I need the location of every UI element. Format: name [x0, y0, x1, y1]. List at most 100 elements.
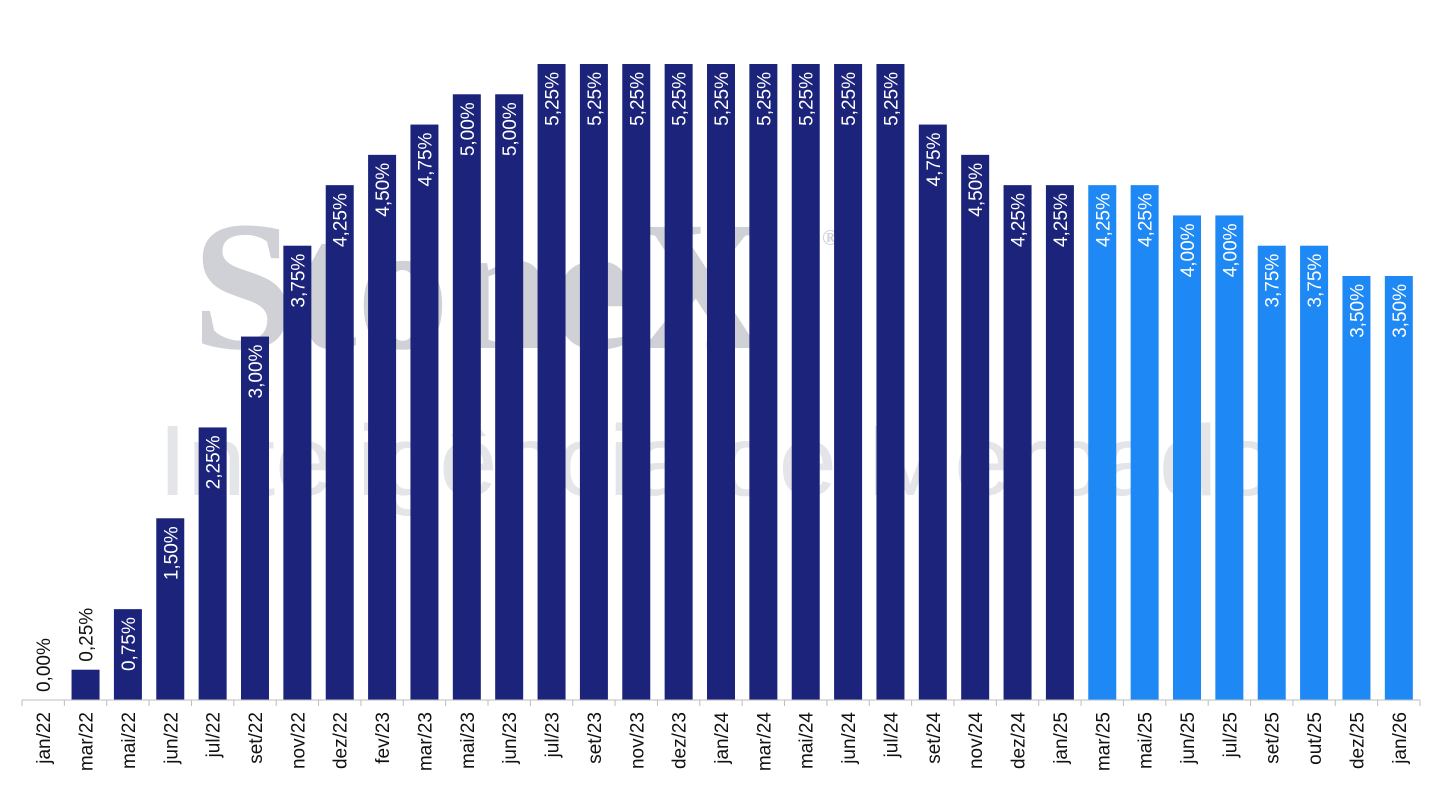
- data-label: 3,75%: [1305, 254, 1326, 308]
- data-label: 5,25%: [543, 72, 564, 126]
- data-label: 4,00%: [1220, 223, 1241, 277]
- x-axis-tick-label: mar/23: [415, 712, 436, 771]
- data-label: 0,75%: [119, 617, 140, 671]
- data-label: 5,00%: [458, 102, 479, 156]
- data-label: 5,25%: [754, 72, 775, 126]
- x-axis-tick-label: mai/22: [119, 712, 140, 769]
- bar-set-22: [241, 336, 269, 700]
- x-axis-tick-label: out/25: [1305, 712, 1326, 765]
- x-axis-tick-label: nov/22: [288, 712, 309, 769]
- data-label: 2,25%: [204, 435, 225, 489]
- data-label: 3,50%: [1390, 284, 1411, 338]
- bar-jan-26: [1384, 276, 1413, 700]
- data-label: 4,50%: [966, 163, 987, 217]
- data-label: 4,00%: [1178, 223, 1199, 277]
- x-axis-tick-label: mai/25: [1136, 712, 1157, 769]
- x-axis-tick-label: jul/22: [204, 712, 225, 758]
- x-axis-tick-label: jul/23: [543, 712, 564, 758]
- x-axis-tick-label: fev/23: [373, 712, 394, 764]
- x-axis-tick-label: mai/24: [797, 712, 818, 769]
- data-label: 5,25%: [797, 72, 818, 126]
- data-label: 1,50%: [161, 526, 182, 580]
- data-label: 4,75%: [924, 132, 945, 186]
- data-label: 3,50%: [1347, 284, 1368, 338]
- data-label: 0,25%: [77, 608, 98, 662]
- bar-jun-23: [495, 94, 524, 701]
- x-axis-tick-label: jun/23: [500, 712, 521, 765]
- data-label: 5,25%: [839, 72, 860, 126]
- x-axis-tick-label: set/24: [924, 712, 945, 764]
- x-axis-tick-label: jan/22: [34, 712, 55, 765]
- bar-nov-22: [283, 245, 312, 700]
- bar-set-23: [579, 64, 608, 700]
- bar-jun-25: [1173, 215, 1201, 700]
- data-label: 4,25%: [1136, 193, 1157, 247]
- data-label: 4,75%: [415, 132, 436, 186]
- bar-mar-23: [410, 124, 439, 700]
- bar-jul-22: [198, 427, 227, 700]
- bar-jul-25: [1215, 215, 1244, 700]
- x-axis-tick-label: jun/22: [161, 712, 182, 765]
- data-label: 5,25%: [585, 72, 606, 126]
- bar-dez-23: [664, 64, 693, 700]
- x-axis-tick-label: dez/24: [1009, 712, 1030, 769]
- x-axis-tick-label: dez/23: [670, 712, 691, 769]
- bar-jan-24: [707, 64, 735, 700]
- data-label: 5,25%: [712, 72, 733, 126]
- x-axis-tick-label: jul/24: [881, 712, 902, 759]
- bar-mar-22: [71, 669, 100, 700]
- x-axis-tick-label: jun/25: [1178, 712, 1199, 765]
- bar-dez-22: [325, 185, 354, 700]
- bar-jul-24: [876, 64, 905, 700]
- bar-jul-23: [537, 64, 566, 700]
- x-axis-labels: jan/22 mar/22 mai/22 jun/22 jul/22 set/22 nov/…: [34, 712, 1411, 772]
- bar-nov-24: [961, 154, 990, 701]
- bar-fev-23: [368, 154, 397, 701]
- data-label: 5,25%: [670, 72, 691, 126]
- bar-mai-24: [791, 64, 820, 700]
- data-label: 5,00%: [500, 102, 521, 156]
- x-axis-tick-label: mar/25: [1093, 712, 1114, 771]
- x-axis-tick-label: nov/23: [627, 712, 648, 769]
- bar-dez-24: [1003, 185, 1032, 700]
- x-axis-tick-label: jan/25: [1051, 712, 1072, 765]
- bar-mai-22: [113, 609, 142, 700]
- x-axis-tick-label: jan/24: [712, 712, 733, 765]
- bar-jun-24: [834, 64, 863, 700]
- data-label: 4,50%: [373, 163, 394, 217]
- data-label: 3,75%: [1263, 254, 1284, 308]
- x-axis-tick-label: mar/24: [754, 712, 775, 772]
- bar-mai-23: [452, 94, 481, 701]
- data-label: 4,25%: [1051, 193, 1072, 247]
- data-label: 3,00%: [246, 344, 267, 398]
- x-axis-tick-label: jul/25: [1220, 712, 1241, 758]
- bar-set-25: [1257, 245, 1286, 700]
- bar-jun-22: [156, 518, 185, 700]
- x-axis-tick-label: jun/24: [839, 712, 860, 765]
- bar-set-24: [918, 124, 947, 700]
- x-axis-tick-label: jan/26: [1390, 712, 1411, 765]
- x-axis-tick-label: nov/24: [966, 712, 987, 769]
- x-axis-tick-label: set/23: [585, 712, 606, 764]
- x-axis-tick-label: set/25: [1263, 712, 1284, 764]
- bar-mai-25: [1130, 185, 1159, 700]
- x-axis-tick-label: dez/25: [1347, 712, 1368, 769]
- data-labels: 0,00% 0,25% 0,75% 1,50% 2,25% 3,00% 3,75% 4,25%…: [34, 72, 1411, 692]
- data-label: 3,75%: [288, 254, 309, 308]
- data-label: 5,25%: [881, 72, 902, 126]
- bar-dez-25: [1342, 276, 1371, 700]
- bar-mar-25: [1088, 185, 1117, 700]
- x-axis-tick-label: set/22: [246, 712, 267, 764]
- data-label: 4,25%: [1093, 193, 1114, 247]
- x-axis-tick-label: mar/22: [77, 712, 98, 771]
- data-label: 5,25%: [627, 72, 648, 126]
- x-axis-tick-label: dez/22: [331, 712, 352, 769]
- data-label: 4,25%: [331, 193, 352, 247]
- x-axis-tick-label: mai/23: [458, 712, 479, 769]
- bar-jan-25: [1045, 185, 1074, 700]
- data-label: 4,25%: [1009, 193, 1030, 247]
- bar-nov-23: [622, 64, 651, 700]
- data-label: 0,00%: [34, 638, 55, 692]
- x-axis-ticks: [21, 700, 1421, 706]
